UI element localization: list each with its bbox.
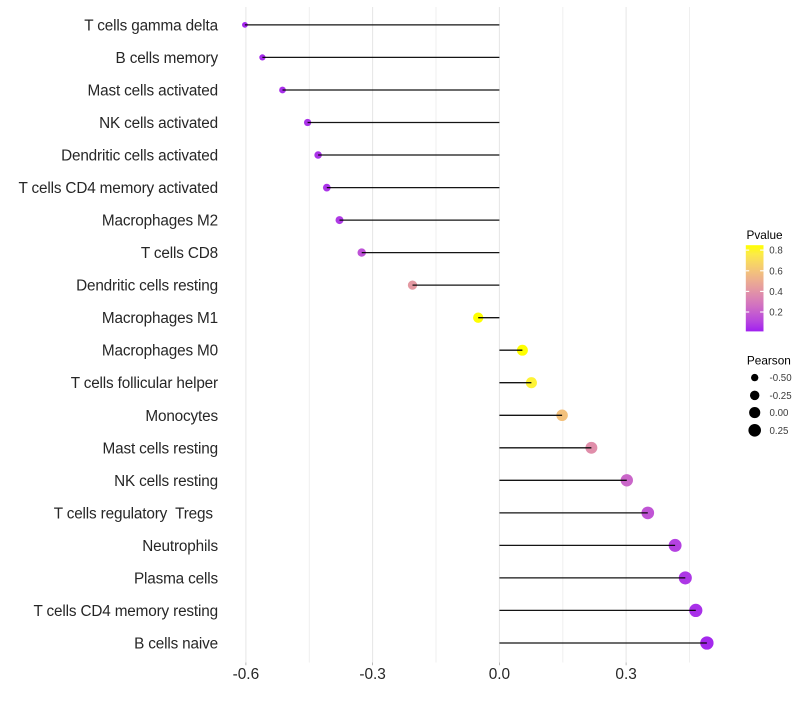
svg-text:0.00: 0.00	[770, 408, 789, 419]
svg-text:T cells follicular helper: T cells follicular helper	[71, 375, 218, 392]
svg-text:T cells gamma delta: T cells gamma delta	[84, 17, 218, 34]
svg-text:T cells CD4 memory resting: T cells CD4 memory resting	[33, 603, 218, 620]
svg-text:B cells naive: B cells naive	[134, 636, 218, 653]
svg-text:-0.6: -0.6	[233, 666, 260, 683]
svg-text:-0.50: -0.50	[770, 373, 793, 384]
svg-text:B cells memory: B cells memory	[116, 50, 219, 67]
svg-text:0.8: 0.8	[769, 246, 782, 257]
svg-text:-0.25: -0.25	[770, 391, 792, 402]
svg-text:NK cells activated: NK cells activated	[99, 115, 218, 132]
svg-text:Macrophages M1: Macrophages M1	[102, 310, 218, 327]
svg-text:T cells CD4 memory activated: T cells CD4 memory activated	[18, 180, 218, 197]
svg-text:Dendritic cells activated: Dendritic cells activated	[61, 148, 218, 165]
svg-text:T cells CD8: T cells CD8	[141, 245, 218, 262]
svg-text:0.4: 0.4	[769, 287, 783, 298]
svg-text:0.25: 0.25	[770, 426, 789, 437]
svg-text:Mast cells resting: Mast cells resting	[103, 440, 218, 457]
svg-text:Mast cells activated: Mast cells activated	[88, 83, 218, 100]
svg-text:Plasma cells: Plasma cells	[134, 570, 219, 587]
svg-text:0.2: 0.2	[769, 308, 782, 319]
svg-text:Pearson: Pearson	[747, 354, 791, 368]
svg-text:NK cells resting: NK cells resting	[114, 473, 218, 490]
svg-text:Neutrophils: Neutrophils	[142, 538, 218, 555]
svg-text:Macrophages M2: Macrophages M2	[102, 213, 218, 230]
svg-text:Monocytes: Monocytes	[145, 408, 218, 425]
svg-text:0.3: 0.3	[615, 666, 636, 683]
svg-text:0.6: 0.6	[769, 266, 782, 277]
svg-text:Macrophages M0: Macrophages M0	[102, 343, 218, 360]
svg-text:T cells regulatory Tregs: T cells regulatory Tregs	[54, 505, 214, 522]
svg-text:Pvalue: Pvalue	[747, 228, 784, 242]
svg-text:-0.3: -0.3	[359, 666, 386, 683]
svg-text:0.0: 0.0	[489, 666, 510, 683]
svg-text:Dendritic cells resting: Dendritic cells resting	[76, 278, 218, 295]
